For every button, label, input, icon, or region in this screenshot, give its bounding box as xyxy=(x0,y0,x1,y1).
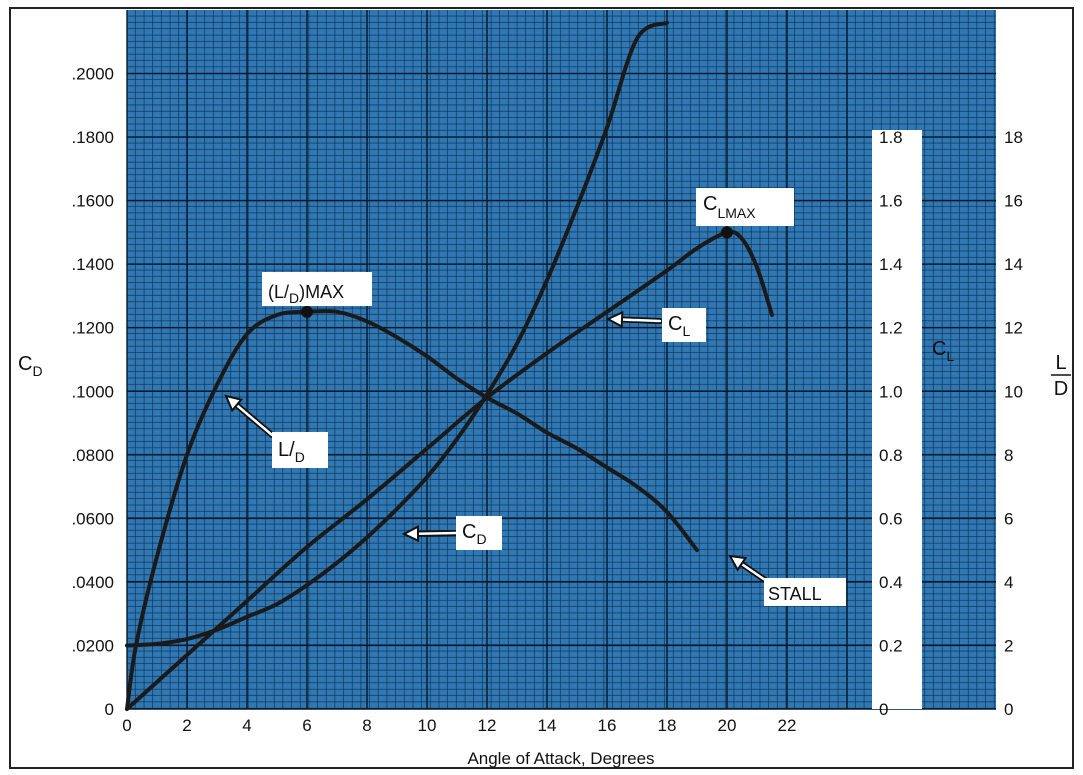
cl-tick-label: 1.8 xyxy=(879,128,903,147)
callout-arrows xyxy=(224,310,771,585)
cd-axis-title: CD xyxy=(18,353,43,379)
curve-cl xyxy=(125,229,774,711)
ld-axis-title-numerator: L xyxy=(1055,352,1066,374)
cl-tick-label: 0.6 xyxy=(879,509,903,528)
arrow-cl xyxy=(605,310,663,329)
x-tick-label: 18 xyxy=(658,716,677,735)
x-axis-title: Angle of Attack, Degrees xyxy=(467,749,654,768)
cd-tick-label: .1000 xyxy=(71,382,114,401)
ld-tick-label: 12 xyxy=(1004,319,1023,338)
right-axis-label-panel xyxy=(872,130,922,709)
cl-tick-label: 0.4 xyxy=(879,573,903,592)
major-grid xyxy=(126,10,996,710)
x-tick-label: 12 xyxy=(478,716,497,735)
x-tick-labels: 0 2 4 6 8 10 12 14 16 18 20 22 xyxy=(122,716,796,735)
markers xyxy=(301,226,733,318)
cd-tick-label: .1800 xyxy=(71,128,114,147)
ld-tick-label: 2 xyxy=(1004,636,1013,655)
annotation-ld-max-box: (L/D)MAX xyxy=(262,272,372,306)
ld-max-point xyxy=(301,305,313,318)
cl-axis-title: CL xyxy=(932,338,954,364)
cd-tick-labels: 0 .0200 .0400 .0600 .0800 .1000 .1200 .1400 .160… xyxy=(71,65,114,719)
x-tick-label: 6 xyxy=(302,716,311,735)
x-tick-label: 20 xyxy=(718,716,737,735)
x-tick-label: 14 xyxy=(538,716,557,735)
x-tick-label: 8 xyxy=(362,716,371,735)
ld-tick-label: 16 xyxy=(1004,192,1023,211)
x-tick-label: 0 xyxy=(122,716,131,735)
ld-tick-label: 10 xyxy=(1004,382,1023,401)
cl-tick-label: 1.2 xyxy=(879,319,903,338)
cd-tick-label: .1600 xyxy=(71,192,114,211)
annotation-cl-max-text: CLMAX xyxy=(703,193,756,221)
annotation-ld-box: L/D xyxy=(272,432,328,468)
x-tick-label: 16 xyxy=(598,716,617,735)
ld-axis-title-denominator: D xyxy=(1054,378,1068,400)
cd-tick-label: 0 xyxy=(105,700,114,719)
cd-tick-label: .0200 xyxy=(71,636,114,655)
minor-grid xyxy=(127,10,996,709)
x-tick-label: 10 xyxy=(418,716,437,735)
ld-tick-labels: 0 2 4 6 8 10 12 14 16 18 xyxy=(1004,128,1023,719)
x-tick-label: 4 xyxy=(242,716,251,735)
annotation-cl-box: CL xyxy=(662,308,706,342)
annotation-cl-text: CL xyxy=(668,313,690,339)
cl-tick-label: 1.4 xyxy=(879,255,903,274)
cd-tick-label: .0400 xyxy=(71,573,114,592)
ld-tick-label: 18 xyxy=(1004,128,1023,147)
curve-ld xyxy=(125,309,699,711)
cl-tick-labels: 0 0.2 0.4 0.6 0.8 1.0 1.2 1.4 1.6 1.8 xyxy=(879,128,903,719)
x-tick-label: 2 xyxy=(182,716,191,735)
ld-tick-label: 0 xyxy=(1004,700,1013,719)
cl-tick-label: 1.6 xyxy=(879,192,903,211)
annotation-stall-box: STALL xyxy=(764,578,846,606)
ld-axis-title: L D xyxy=(1051,352,1071,400)
arrow-cd xyxy=(401,525,459,543)
x-tick-label: 22 xyxy=(778,716,797,735)
annotation-ld-text: L/D xyxy=(278,439,305,465)
arrow-ld xyxy=(224,394,275,438)
cl-tick-label: 0 xyxy=(879,700,888,719)
cl-max-point xyxy=(721,226,733,239)
ld-tick-label: 4 xyxy=(1004,573,1013,592)
cd-tick-label: .0800 xyxy=(71,446,114,465)
cd-tick-label: .2000 xyxy=(71,65,114,84)
arrow-stall xyxy=(728,554,771,585)
ld-tick-label: 6 xyxy=(1004,509,1013,528)
curves xyxy=(125,20,774,711)
annotation-cl-max-box: CLMAX xyxy=(696,188,794,226)
cd-tick-label: .1200 xyxy=(71,319,114,338)
annotation-cd-text: CD xyxy=(462,521,487,547)
cl-tick-label: 0.2 xyxy=(879,636,903,655)
ld-tick-label: 14 xyxy=(1004,255,1023,274)
cd-tick-label: .0600 xyxy=(71,509,114,528)
cl-tick-label: 0.8 xyxy=(879,446,903,465)
annotation-ld-max-text: (L/D)MAX xyxy=(268,282,344,306)
ld-tick-label: 8 xyxy=(1004,446,1013,465)
cd-tick-label: .1400 xyxy=(71,255,114,274)
annotation-stall-text: STALL xyxy=(768,584,822,604)
annotation-cd-box: CD xyxy=(456,516,502,550)
cl-tick-label: 1.0 xyxy=(879,382,903,401)
